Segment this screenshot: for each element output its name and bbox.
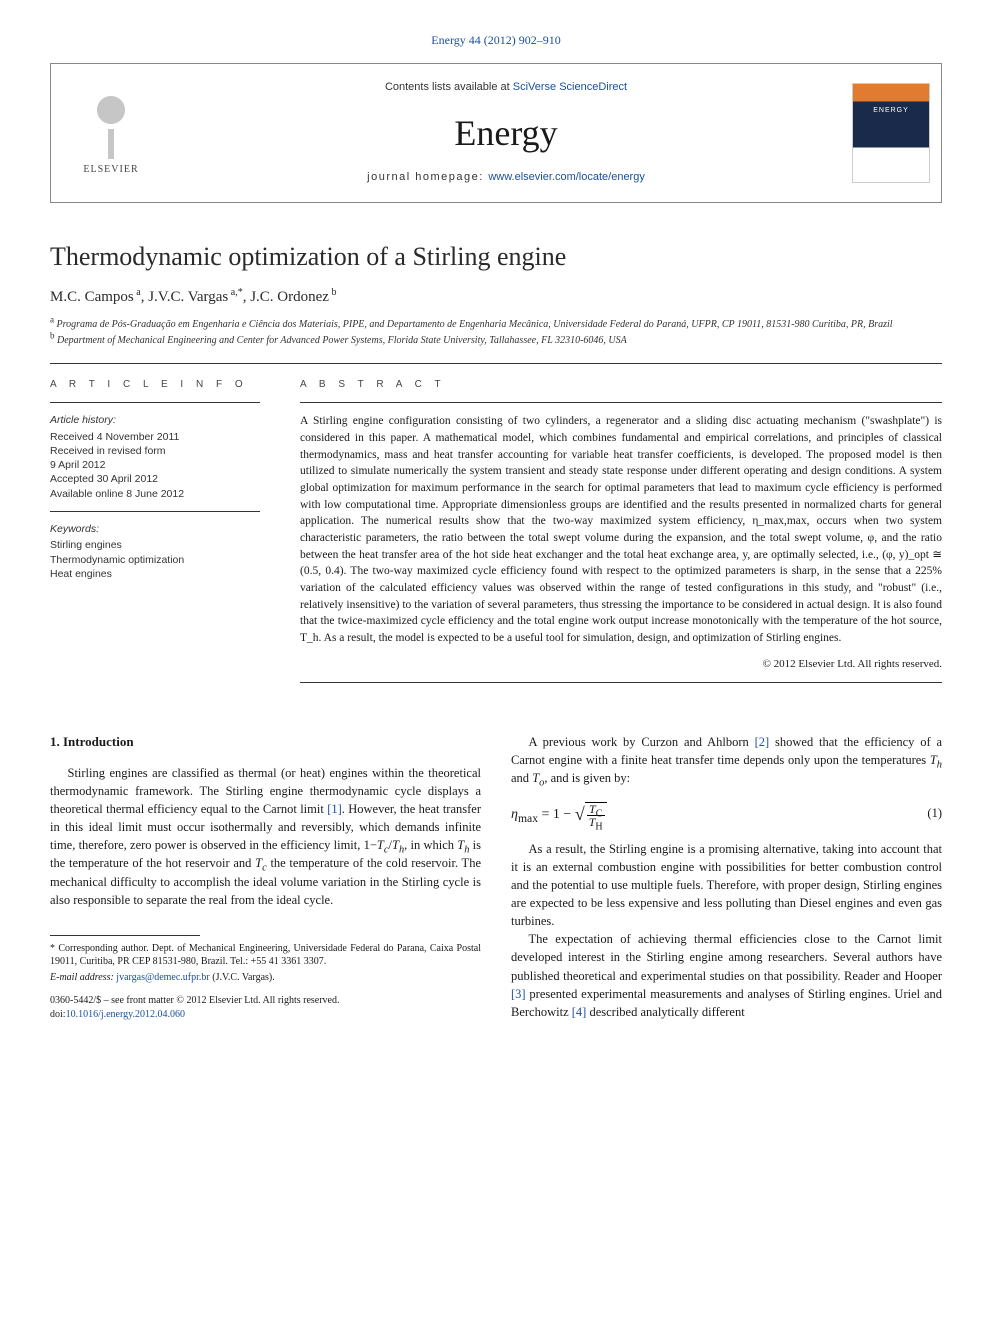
equation-1: ηmax = 1 − √TCTH — [511, 799, 902, 827]
article-info-rule — [50, 402, 260, 403]
history-revised-b: 9 April 2012 — [50, 458, 260, 472]
history-accepted: Accepted 30 April 2012 — [50, 472, 260, 486]
front-matter-line-1: 0360-5442/$ – see front matter © 2012 El… — [50, 994, 481, 1008]
abstract-block: A B S T R A C T A Stirling engine config… — [300, 364, 942, 697]
journal-header-center: Contents lists available at SciVerse Sci… — [171, 64, 841, 202]
affiliation-b: b Department of Mechanical Engineering a… — [50, 334, 942, 348]
history-revised-a: Received in revised form — [50, 444, 260, 458]
eq1-num: T — [589, 802, 596, 816]
eq1-sqrt: TCTH — [585, 802, 607, 828]
doi-label: doi: — [50, 1009, 66, 1020]
email-label: E-mail address: — [50, 972, 114, 983]
history-online: Available online 8 June 2012 — [50, 487, 260, 501]
corresponding-author-mark: * — [238, 287, 243, 298]
publisher-logo-cell: ELSEVIER — [51, 64, 171, 202]
keyword-2: Thermodynamic optimization — [50, 553, 260, 567]
sym-Th: Th — [392, 838, 404, 852]
author-list: M.C. Campos a, J.V.C. Vargas a,*, J.C. O… — [50, 287, 942, 308]
homepage-pre: journal homepage: — [367, 171, 488, 183]
eq1-eq: = 1 − — [538, 807, 575, 822]
ref-1-link[interactable]: [1] — [327, 802, 342, 816]
affil-a-sup: a — [50, 315, 54, 325]
author-1-affil: a — [134, 287, 141, 298]
journal-reference: Energy 44 (2012) 902–910 — [50, 32, 942, 49]
sciencedirect-link[interactable]: SciVerse ScienceDirect — [513, 81, 627, 93]
c2p1-c: and — [511, 771, 532, 785]
affil-b-text: Department of Mechanical Engineering and… — [57, 335, 627, 346]
affil-b-sup: b — [50, 330, 55, 340]
doi-link[interactable]: 10.1016/j.energy.2012.04.060 — [66, 1009, 185, 1020]
equation-1-number: (1) — [902, 804, 942, 822]
abstract-text: A Stirling engine configuration consisti… — [300, 413, 942, 646]
elsevier-logo: ELSEVIER — [71, 83, 151, 183]
corresponding-author-footnote: * Corresponding author. Dept. of Mechani… — [50, 942, 481, 969]
journal-header: ELSEVIER Contents lists available at Sci… — [50, 63, 942, 203]
elsevier-tree-icon — [81, 89, 141, 159]
author-2-affil: a, — [228, 287, 237, 298]
abstract-label: A B S T R A C T — [300, 378, 942, 392]
keywords-head: Keywords: — [50, 522, 260, 537]
contents-available-line: Contents lists available at SciVerse Sci… — [385, 80, 627, 95]
ref-2-link[interactable]: [2] — [755, 735, 770, 749]
sym-Th-c2: Th — [930, 753, 942, 767]
contents-pre: Contents lists available at — [385, 81, 513, 93]
sqrt-icon: √ — [575, 804, 585, 824]
eq1-den-sub: H — [595, 821, 602, 832]
eq1-sub: max — [518, 812, 538, 825]
article-history-head: Article history: — [50, 413, 260, 428]
c2p3-a: The expectation of achieving thermal eff… — [511, 932, 942, 982]
body-col-left: 1. Introduction Stirling engines are cla… — [50, 733, 481, 1021]
history-received: Received 4 November 2011 — [50, 430, 260, 444]
sym-Tc-2: Tc — [255, 856, 267, 870]
journal-homepage-link[interactable]: www.elsevier.com/locate/energy — [488, 171, 645, 183]
author-1: M.C. Campos — [50, 289, 134, 305]
article-title: Thermodynamic optimization of a Stirling… — [50, 239, 942, 275]
affil-a-text: Programa de Pós-Graduação em Engenharia … — [57, 319, 893, 330]
c2p1-d: , and is given by: — [544, 771, 630, 785]
abstract-bottom-rule — [300, 682, 942, 683]
journal-title: Energy — [454, 108, 557, 158]
email-who: (J.V.C. Vargas). — [210, 972, 275, 983]
journal-homepage-line: journal homepage: www.elsevier.com/locat… — [367, 170, 645, 185]
ref-4-link[interactable]: [4] — [572, 1005, 587, 1019]
col2-para-3: The expectation of achieving thermal eff… — [511, 930, 942, 1021]
keywords-rule — [50, 511, 260, 512]
c2p3-c: described analytically different — [586, 1005, 744, 1019]
front-matter: 0360-5442/$ – see front matter © 2012 El… — [50, 994, 481, 1021]
col2-para-1: A previous work by Curzon and Ahlborn [2… — [511, 733, 942, 787]
author-3: J.C. Ordonez — [250, 289, 329, 305]
abstract-rule — [300, 402, 942, 403]
sym-Th-2: Th — [457, 838, 469, 852]
section-1-heading: 1. Introduction — [50, 733, 481, 752]
corresponding-email-link[interactable]: jvargas@demec.ufpr.br — [116, 972, 209, 983]
publisher-name: ELSEVIER — [83, 163, 138, 177]
col2-para-2: As a result, the Stirling engine is a pr… — [511, 840, 942, 931]
footnote-rule — [50, 935, 200, 936]
sym-To-c2: To — [532, 771, 544, 785]
equation-1-row: ηmax = 1 − √TCTH (1) — [511, 799, 942, 827]
article-meta-row: A R T I C L E I N F O Article history: R… — [50, 364, 942, 697]
keyword-1: Stirling engines — [50, 538, 260, 552]
eq1-eta: η — [511, 807, 518, 822]
eq1-frac: TCTH — [587, 803, 605, 828]
sym-Tc: Tc — [377, 838, 389, 852]
doi-line: doi:10.1016/j.energy.2012.04.060 — [50, 1008, 481, 1022]
body-col-right: A previous work by Curzon and Ahlborn [2… — [511, 733, 942, 1021]
article-info-label: A R T I C L E I N F O — [50, 378, 260, 392]
intro-para-1: Stirling engines are classified as therm… — [50, 764, 481, 909]
ref-3-link[interactable]: [3] — [511, 987, 526, 1001]
author-3-affil: b — [329, 287, 337, 298]
p1-c: , in which — [404, 838, 457, 852]
c2p1-a: A previous work by Curzon and Ahlborn — [529, 735, 755, 749]
body-columns: 1. Introduction Stirling engines are cla… — [50, 733, 942, 1021]
journal-cover-thumbnail — [852, 83, 930, 183]
journal-cover-cell — [841, 64, 941, 202]
affiliation-a: a Programa de Pós-Graduação em Engenhari… — [50, 318, 942, 332]
article-info-block: A R T I C L E I N F O Article history: R… — [50, 364, 270, 697]
author-2: J.V.C. Vargas — [148, 289, 228, 305]
keyword-3: Heat engines — [50, 567, 260, 581]
abstract-copyright: © 2012 Elsevier Ltd. All rights reserved… — [300, 657, 942, 672]
email-footnote: E-mail address: jvargas@demec.ufpr.br (J… — [50, 971, 481, 985]
